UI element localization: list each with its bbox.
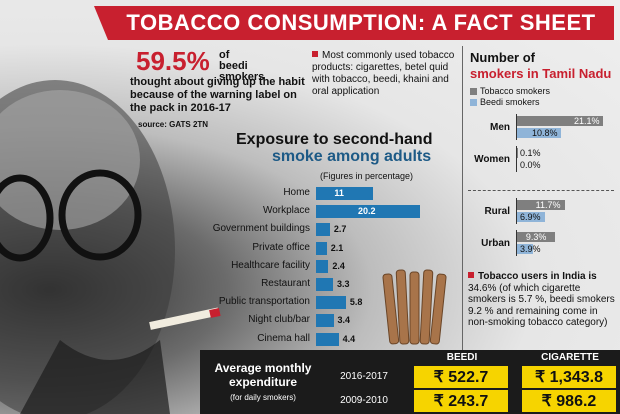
tn-bar (517, 128, 562, 138)
bullet-icon (468, 272, 474, 278)
tn-value-label: 21.1% (574, 116, 600, 126)
page-title: TOBACCO CONSUMPTION: A FACT SHEET (94, 6, 614, 40)
cigarette-amount: ₹ 1,343.8 (522, 366, 616, 388)
expenditure-label: Average monthly expenditure (214, 361, 312, 389)
tn-bar (517, 232, 555, 242)
exposure-value-label: 4.4 (342, 333, 356, 344)
tn-group-label: Men (490, 122, 510, 133)
tn-axis-line (516, 114, 517, 140)
tn-axis-line (516, 198, 517, 224)
exposure-chart-subtitle: (Figures in percentage) (320, 171, 414, 181)
legend-label: Beedi smokers (480, 97, 540, 107)
tn-bar (517, 116, 603, 126)
exposure-bar (316, 332, 339, 346)
legend-swatch (470, 99, 477, 106)
exposure-category-label: Workplace (262, 205, 310, 217)
exposure-bar (316, 314, 334, 328)
legend-label: Tobacco smokers (480, 86, 551, 96)
exposure-bar (316, 278, 333, 291)
exposure-value-label: 2.1 (330, 242, 344, 253)
exposure-category-label: Cinema hall (257, 332, 310, 344)
beedi-amount: ₹ 243.7 (414, 390, 508, 412)
tn-value-label: 3.9% (520, 244, 541, 254)
source-note: source: GATS 2TN (138, 120, 209, 129)
common-products-note: Most commonly used tobacco products: cig… (312, 50, 460, 98)
tn-group-label: Women (474, 154, 510, 165)
exposure-category-label: Public transportation (218, 296, 310, 308)
exposure-bar (316, 223, 330, 237)
exposure-value-label: 5.8 (349, 297, 363, 308)
tn-bar (517, 212, 546, 222)
tn-value-label: 9.3% (525, 232, 547, 242)
tn-value-label: 11.7% (535, 200, 561, 210)
expenditure-sublabel: (for daily smokers) (230, 393, 296, 402)
tn-chart-title-line2: smokers in Tamil Nadu (470, 66, 612, 81)
beedi-sticks-illustration (382, 269, 447, 345)
bullet-icon (312, 51, 318, 57)
beedi-amount: ₹ 522.7 (414, 366, 508, 388)
smoker-portrait-illustration (0, 80, 221, 414)
expenditure-year: 2016-2017 (340, 371, 388, 382)
common-products-text: Most commonly used tobacco products: cig… (312, 50, 455, 97)
india-note-rest: 34.6% (of which cigarette smokers is 5.7… (468, 282, 615, 329)
tn-value-label: 10.8% (532, 128, 558, 138)
tn-value-label: 6.9% (520, 212, 541, 222)
tn-value-label: 0.0% (520, 160, 541, 170)
title-bar-notch (94, 6, 108, 40)
tn-axis-line (516, 230, 517, 256)
exposure-bar (316, 259, 329, 273)
tn-group-label: Rural (484, 206, 510, 217)
exposure-value-label: 2.7 (333, 224, 347, 235)
column-divider (462, 46, 463, 356)
exposure-value-label: 3.4 (337, 315, 351, 326)
exposure-bar (316, 296, 346, 310)
exposure-value-label: 11 (334, 188, 344, 198)
india-users-note: Tobacco users in India is 34.6% (of whic… (468, 271, 618, 329)
warning-text: thought about giving up the habit becaus… (130, 76, 305, 114)
exposure-category-label: Private office (252, 241, 310, 253)
exposure-category-label: Restaurant (261, 278, 310, 289)
exposure-category-label: Government buildings (212, 223, 310, 235)
exposure-category-label: Home (283, 187, 310, 198)
tn-group-divider (468, 190, 614, 191)
tn-bar (517, 200, 565, 210)
tn-group-label: Urban (481, 238, 510, 249)
exposure-bar (316, 241, 327, 255)
warning-percent: 59.5% (136, 46, 210, 76)
title-text: TOBACCO CONSUMPTION: A FACT SHEET (126, 10, 596, 35)
tn-axis-line (516, 146, 517, 172)
exposure-value-label: 3.3 (336, 279, 350, 289)
exposure-bar (316, 187, 373, 200)
india-note-lead: Tobacco users in India is (478, 271, 597, 282)
exposure-chart-title-line1: Exposure to second-hand (236, 131, 433, 148)
legend-swatch (470, 88, 477, 95)
expenditure-col-cigarette: CIGARETTE (541, 352, 599, 363)
exposure-value-label: 20.2 (358, 206, 376, 217)
exposure-value-label: 2.4 (332, 260, 345, 271)
tn-bar (517, 244, 533, 254)
expenditure-col-beedi: BEEDI (446, 352, 478, 363)
exposure-category-label: Night club/bar (248, 314, 310, 326)
exposure-chart-title-line2: smoke among adults (272, 148, 432, 165)
exposure-category-label: Healthcare facility (231, 259, 310, 271)
warning-percent-suffix: of beedi smokers (219, 49, 265, 83)
tn-chart-title-line1: Number of (470, 50, 535, 65)
expenditure-year: 2009-2010 (340, 395, 388, 406)
cigarette-amount: ₹ 986.2 (522, 390, 616, 412)
exposure-bar (316, 205, 420, 219)
tn-value-label: 0.1% (520, 148, 541, 158)
